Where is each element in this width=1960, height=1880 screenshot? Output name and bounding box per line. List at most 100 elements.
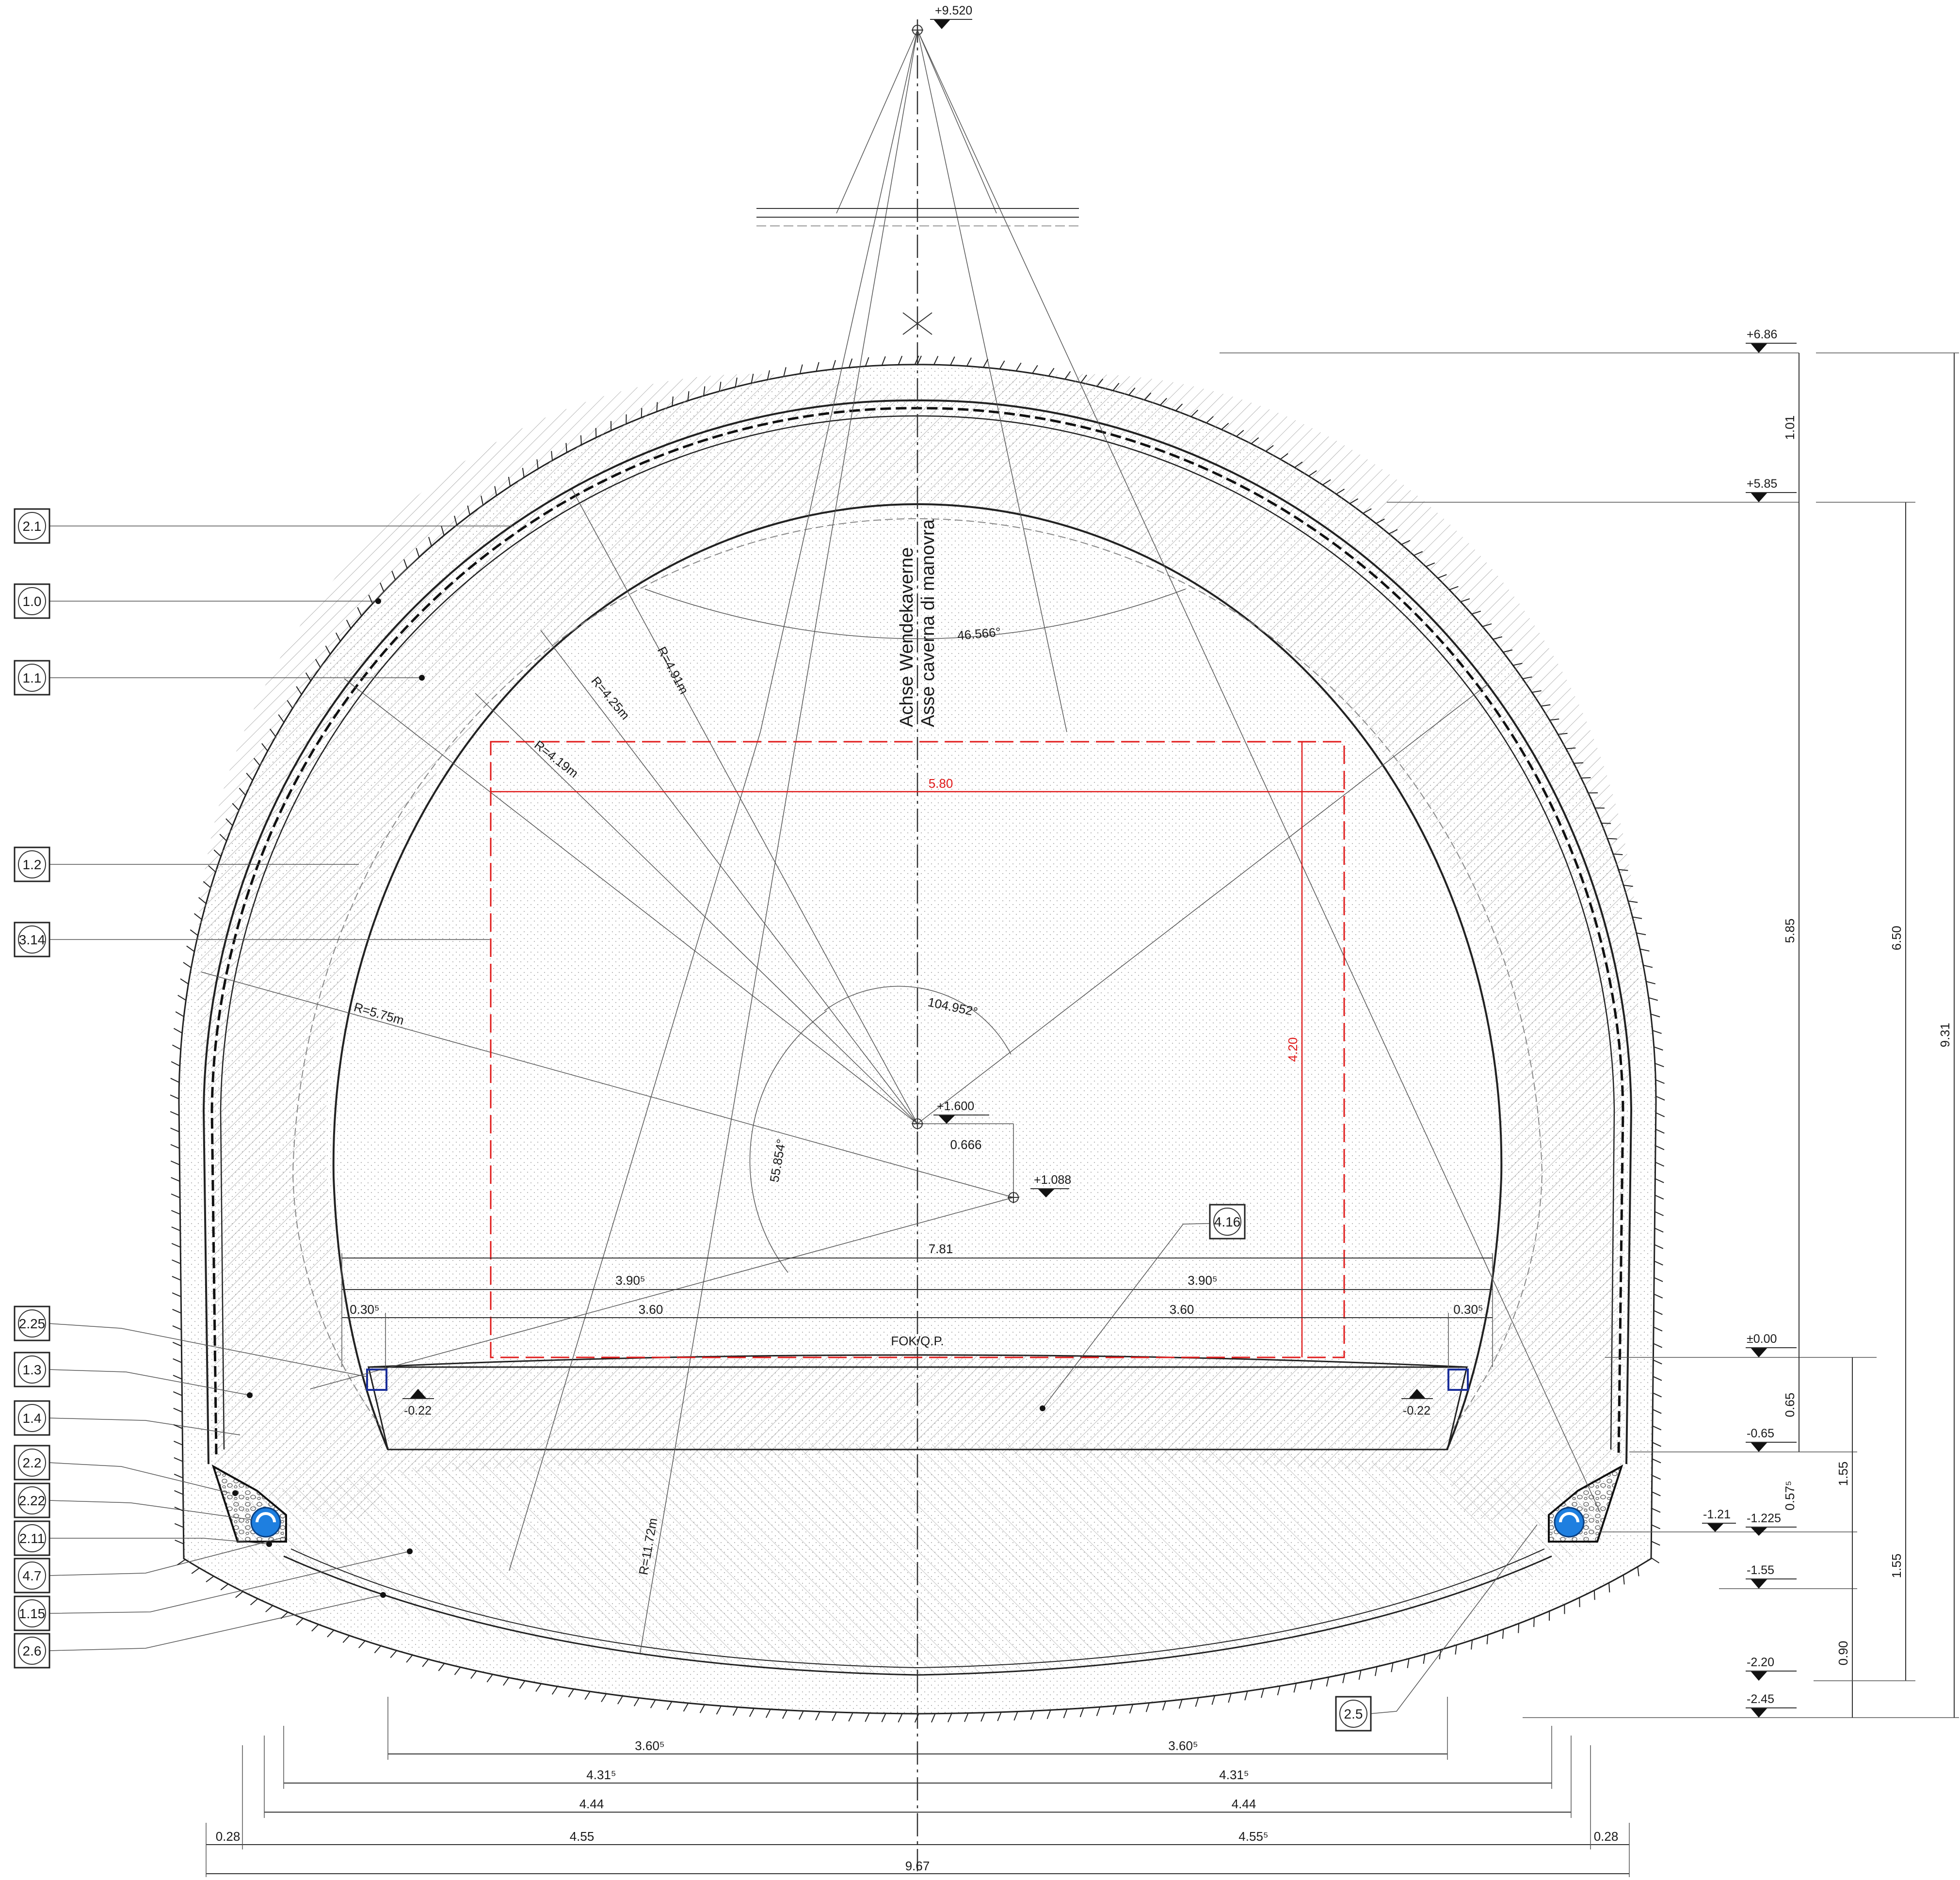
rock-tick [1359, 1670, 1361, 1679]
rock-tick [1408, 1658, 1409, 1668]
rock-tick [1000, 361, 1005, 369]
rock-tick [172, 1243, 180, 1247]
rock-tick [1030, 1711, 1034, 1720]
level-triangle-icon [1746, 493, 1797, 502]
rock-tick [1655, 1261, 1663, 1265]
rock-tick [934, 356, 938, 365]
rock-tick [1655, 1195, 1664, 1199]
rock-tick [266, 1606, 273, 1612]
rock-tick [1640, 949, 1649, 951]
axis-title-line1: Achse Wendekaverne [897, 547, 917, 727]
rock-tick [171, 1078, 179, 1082]
rock-tick [585, 1691, 590, 1700]
rock-tick [1047, 1710, 1050, 1719]
tag-1-2: 1.2 [15, 847, 49, 881]
rock-tick [1471, 1640, 1472, 1650]
rock-tick [684, 1703, 689, 1711]
rock-tick [1391, 1663, 1393, 1672]
svg-text:4.7: 4.7 [23, 1568, 42, 1583]
rock-tick [172, 1227, 180, 1231]
rock-tick [172, 1260, 180, 1264]
rock-tick [1064, 1709, 1067, 1718]
rock-tick [171, 1062, 180, 1066]
rock-tick [173, 1326, 181, 1330]
rock-tick [1655, 1129, 1664, 1133]
dim-3905-right: 3.90⁵ [1188, 1273, 1217, 1288]
level-022-right: -0.22 [1403, 1404, 1430, 1418]
rock-tick [183, 962, 191, 968]
tag-2-2: 2.2 [15, 1446, 49, 1480]
rock-tick [1654, 1327, 1662, 1331]
rock-tick [1653, 1442, 1661, 1446]
rock-tick [1601, 823, 1611, 824]
dim-781: 7.81 [929, 1242, 953, 1256]
dim-0305-left: 0.30⁵ [350, 1302, 379, 1317]
level-triangle-icon [1746, 1527, 1797, 1536]
rock-tick [1651, 1558, 1659, 1563]
rock-tick [832, 1712, 836, 1721]
rock-tick [1654, 1047, 1663, 1050]
rock-tick [634, 1698, 639, 1706]
rock-tick [1375, 1667, 1377, 1676]
rock-tick [171, 1161, 179, 1165]
rock-tick [190, 930, 198, 936]
rock-tick [1652, 1508, 1660, 1512]
tag-3-14: 3.14 [15, 923, 49, 956]
dim-101: 1.01 [1783, 415, 1797, 440]
rock-tick [1654, 1294, 1663, 1298]
rock-tick [964, 1713, 968, 1722]
rock-tick [390, 1651, 397, 1658]
dim-0575: 0.57⁵ [1783, 1481, 1797, 1510]
dim-090: 0.90 [1836, 1641, 1850, 1666]
level-triangle-icon [1746, 1442, 1797, 1452]
tag-2-22: 2.22 [15, 1483, 49, 1517]
rock-tick [281, 1612, 288, 1618]
clearance-height-label: 4.20 [1285, 1037, 1300, 1062]
rock-tick [717, 1706, 721, 1714]
rock-tick [1646, 981, 1655, 984]
dim-4315-left: 4.31⁵ [586, 1768, 616, 1782]
rock-tick [816, 1712, 820, 1721]
rock-tick [172, 1293, 181, 1297]
rock-tick [1196, 1698, 1199, 1707]
rock-tick [618, 1696, 623, 1704]
svg-text:2.1: 2.1 [23, 519, 42, 534]
level-065: -0.65 [1747, 1427, 1774, 1440]
svg-text:2.6: 2.6 [23, 1643, 42, 1658]
tag-4-16: 4.16 [1210, 1205, 1245, 1239]
rock-tick [1310, 1680, 1313, 1689]
svg-text:1.2: 1.2 [23, 857, 42, 872]
rock-tick [174, 1408, 182, 1412]
rock-tick [1655, 1146, 1664, 1149]
rock-tick [1653, 1360, 1662, 1364]
tag-2-1: 2.1 [15, 509, 49, 543]
rock-tick [849, 1713, 852, 1721]
dim-3605-right: 3.60⁵ [1168, 1738, 1198, 1753]
dim-0305-right: 0.30⁵ [1453, 1302, 1483, 1317]
rock-tick [171, 1178, 180, 1181]
rock-tick [833, 360, 835, 369]
svg-text:1.0: 1.0 [23, 594, 42, 609]
rock-tick [1016, 363, 1021, 371]
rock-tick [1228, 1693, 1231, 1703]
svg-text:1.4: 1.4 [23, 1411, 42, 1426]
rock-tick [175, 1540, 184, 1544]
svg-text:4.16: 4.16 [1214, 1214, 1241, 1229]
rock-tick [174, 1474, 183, 1478]
rock-tick [170, 1112, 179, 1115]
dims-right [1799, 353, 1959, 1718]
rock-tick [783, 1710, 787, 1719]
dim-155-a: 1.55 [1836, 1462, 1850, 1486]
rock-tick [1655, 1063, 1664, 1067]
svg-text:1.1: 1.1 [23, 670, 42, 685]
level-triangle-icon [1746, 1348, 1797, 1357]
rock-tick [1656, 1113, 1665, 1116]
rock-tick [1130, 1705, 1133, 1714]
svg-text:3.14: 3.14 [19, 932, 46, 947]
rock-tick [171, 1194, 180, 1198]
rock-tick [1651, 1014, 1660, 1017]
rock-tick [983, 359, 988, 367]
rock-tick [1327, 1677, 1329, 1687]
rock-tick [1163, 1701, 1166, 1710]
